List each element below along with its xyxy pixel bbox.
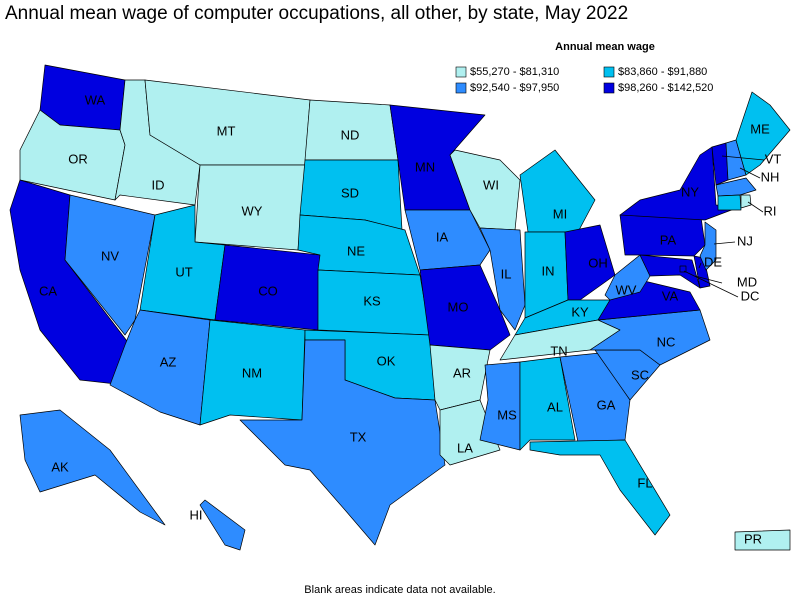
state (404, 209, 491, 271)
state-label: ID (152, 177, 165, 192)
state-label: TX (350, 429, 367, 444)
state (735, 91, 791, 176)
state (239, 339, 446, 546)
state-label: CA (39, 283, 57, 298)
state-label: NY (681, 184, 699, 199)
state (619, 146, 743, 221)
state-label: MT (217, 123, 236, 138)
state-label: GA (597, 397, 616, 412)
state-label: OR (68, 151, 88, 166)
state (19, 409, 166, 526)
leader-line (698, 262, 702, 269)
legend-label: $92,540 - $97,950 (470, 82, 559, 94)
legend-label: $83,860 - $91,880 (618, 66, 707, 78)
state-label: NE (347, 243, 365, 258)
state (519, 149, 596, 233)
state-label: OH (588, 255, 608, 270)
leader-line (721, 155, 765, 161)
state-label: NJ (737, 233, 753, 248)
state (199, 319, 306, 426)
state-label: KS (363, 293, 381, 308)
state-label: MO (448, 299, 469, 314)
state (740, 194, 752, 209)
state-label: NV (101, 248, 119, 263)
state-label: PA (660, 232, 677, 247)
state-label: AL (547, 399, 563, 414)
state (717, 194, 742, 211)
leader-line (683, 270, 739, 298)
legend: $55,270 - $81,310 $83,860 - $91,880 $92,54… (455, 66, 713, 94)
state-label: MN (415, 159, 435, 174)
state (699, 221, 717, 271)
state-label: CO (258, 283, 278, 298)
state (64, 194, 156, 336)
state-label: IA (436, 229, 449, 244)
state-label: AR (453, 365, 471, 380)
state-label: WV (616, 282, 637, 297)
leader-line (747, 201, 764, 213)
state-label: PR (744, 531, 762, 546)
state-label: SC (631, 367, 649, 382)
state-label: MI (553, 206, 567, 221)
legend-label: $55,270 - $81,310 (470, 66, 559, 78)
state (529, 439, 671, 536)
state-label: ME (750, 121, 770, 136)
state-label: RI (764, 203, 777, 218)
legend-swatch (455, 66, 467, 78)
state-label: HI (190, 507, 203, 522)
state-label: KY (571, 304, 589, 319)
state-label: AZ (160, 354, 177, 369)
legend-swatch (603, 82, 615, 94)
state-label: WI (483, 177, 499, 192)
state-label: SD (341, 185, 359, 200)
state-label: IN (542, 263, 555, 278)
state (639, 254, 701, 289)
legend-title: Annual mean wage (555, 41, 655, 53)
state (589, 309, 711, 366)
state-label: WA (85, 92, 106, 107)
legend-swatch (603, 66, 615, 78)
state-label: TN (550, 343, 567, 358)
state-label: OK (377, 353, 396, 368)
state-label: DC (741, 288, 760, 303)
legend-swatch (455, 82, 467, 94)
state-label: VA (662, 288, 679, 303)
legend-label: $98,260 - $142,520 (618, 82, 713, 94)
state (734, 529, 791, 551)
map-title: Annual mean wage of computer occupations… (5, 3, 628, 24)
state-label: MS (497, 407, 517, 422)
state-label: WY (242, 203, 263, 218)
footnote: Blank areas indicate data not available. (304, 584, 495, 596)
state (479, 227, 526, 331)
state (564, 224, 616, 301)
state-label: AK (51, 459, 69, 474)
leader-line (694, 275, 723, 284)
state-label: NH (761, 169, 780, 184)
state-label: ND (341, 127, 360, 142)
state-label: NC (657, 334, 676, 349)
state-label: FL (637, 475, 652, 490)
state-label: VT (765, 151, 782, 166)
states (9, 64, 791, 551)
labels: WA OR CA NV ID MT WY UT CO AZ NM ND SD NE KS OK TX MN IA MO… (39, 92, 781, 546)
state (479, 361, 521, 451)
state-label: IL (501, 266, 512, 281)
state (519, 356, 576, 451)
leader-line (713, 241, 736, 245)
state-label: LA (457, 440, 473, 455)
state-label: MD (737, 274, 757, 289)
state-label: UT (175, 264, 192, 279)
leader-line (739, 167, 761, 179)
state (199, 499, 246, 551)
state (715, 177, 757, 197)
state-label: DE (704, 254, 722, 269)
state-label: NM (242, 365, 262, 380)
